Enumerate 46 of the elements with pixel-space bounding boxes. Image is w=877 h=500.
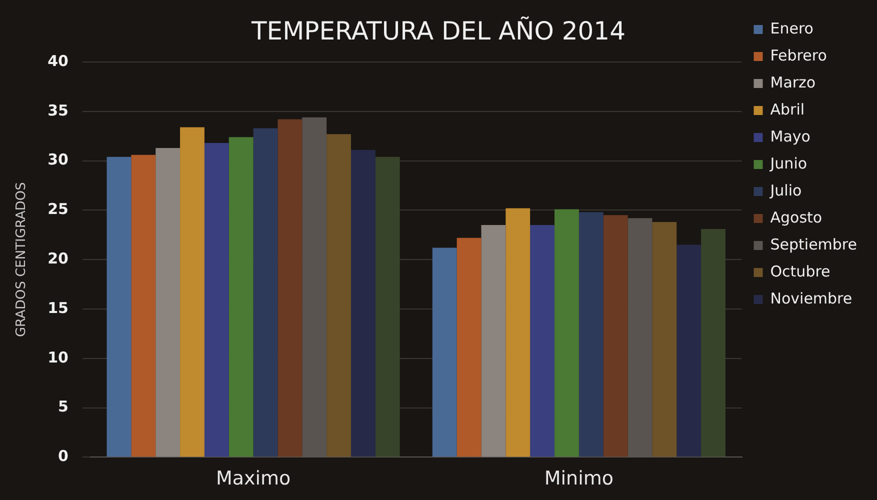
bar — [506, 208, 530, 457]
legend-label: Septiembre — [770, 235, 857, 254]
x-tick-label: Minimo — [544, 468, 614, 490]
legend-label: Abril — [770, 100, 805, 118]
bar — [131, 154, 156, 457]
bar — [676, 244, 702, 457]
bar — [375, 156, 400, 457]
y-tick-label: 15 — [48, 298, 68, 317]
y-tick-label: 5 — [58, 398, 68, 416]
bar — [180, 127, 204, 457]
bar — [350, 150, 376, 457]
bar — [106, 156, 132, 457]
bar — [228, 137, 254, 457]
legend-label: Febrero — [770, 46, 827, 64]
legend-label: Octubre — [770, 262, 830, 280]
bar — [554, 209, 579, 457]
legend-label: Mayo — [770, 127, 810, 146]
y-axis-title: GRADOS CENTIGRADOS — [14, 182, 30, 338]
bar — [652, 222, 677, 457]
bar — [578, 212, 604, 457]
y-tick-label: 25 — [48, 200, 68, 218]
bar — [204, 143, 229, 457]
bar — [530, 225, 555, 457]
legend-label: Agosto — [770, 208, 822, 226]
legend-label: Enero — [770, 19, 814, 38]
y-tick-label: 35 — [48, 101, 68, 120]
bar — [253, 128, 278, 457]
x-tick-label: Maximo — [216, 468, 291, 490]
bar — [603, 215, 628, 457]
bar — [481, 225, 506, 457]
chart-title: TEMPERATURA DEL AÑO 2014 — [250, 16, 626, 46]
bar — [278, 119, 302, 457]
bar — [701, 228, 726, 457]
y-tick-label: 0 — [58, 447, 68, 466]
bar — [326, 134, 351, 457]
legend-label: Marzo — [770, 73, 816, 92]
y-tick-label: 20 — [48, 249, 68, 268]
bar — [456, 238, 482, 457]
bar — [156, 148, 180, 457]
y-tick-label: 30 — [48, 150, 68, 169]
y-tick-label: 10 — [48, 348, 68, 366]
legend-label: Noviembre — [770, 289, 852, 308]
bar — [432, 248, 457, 457]
y-tick-label: 40 — [48, 52, 68, 70]
legend-label: Julio — [769, 181, 802, 200]
legend-label: Junio — [769, 154, 808, 172]
